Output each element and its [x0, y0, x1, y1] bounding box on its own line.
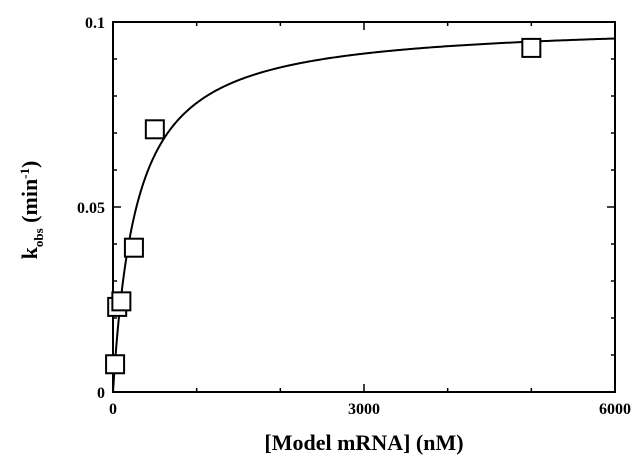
- fit-curve-layer: [112, 37, 616, 393]
- x-tick-label: 6000: [599, 401, 631, 418]
- y-axis-title: kobs (min-1): [17, 161, 46, 260]
- data-point: [105, 354, 126, 375]
- y-axis-title-main: k: [17, 246, 42, 259]
- data-point: [521, 37, 542, 58]
- y-axis-title-unit: (min: [17, 179, 42, 229]
- x-axis-title: [Model mRNA] (nM): [264, 430, 463, 455]
- data-point: [111, 291, 132, 312]
- y-axis-title-sup: -1: [17, 168, 32, 179]
- x-tick-label: 0: [109, 401, 117, 418]
- y-tick-label: 0: [97, 385, 105, 402]
- data-points: [105, 37, 542, 375]
- y-axis-title-sub: obs: [31, 228, 46, 247]
- plot-frame: [112, 21, 616, 393]
- y-axis-title-close: ): [17, 161, 42, 168]
- data-point: [123, 237, 144, 258]
- x-tick-label: 3000: [348, 401, 380, 418]
- y-tick-label: 0.05: [77, 200, 105, 217]
- minor-ticks: [113, 22, 615, 392]
- plot-frame-rect: [112, 21, 616, 393]
- fit-curve: [112, 37, 616, 393]
- x-tick-labels: 0 3000 6000: [109, 401, 631, 418]
- data-point: [144, 119, 165, 140]
- y-tick-label: 0.1: [85, 15, 105, 32]
- y-tick-labels: 0 0.05 0.1: [77, 15, 105, 402]
- major-ticks: [112, 21, 616, 393]
